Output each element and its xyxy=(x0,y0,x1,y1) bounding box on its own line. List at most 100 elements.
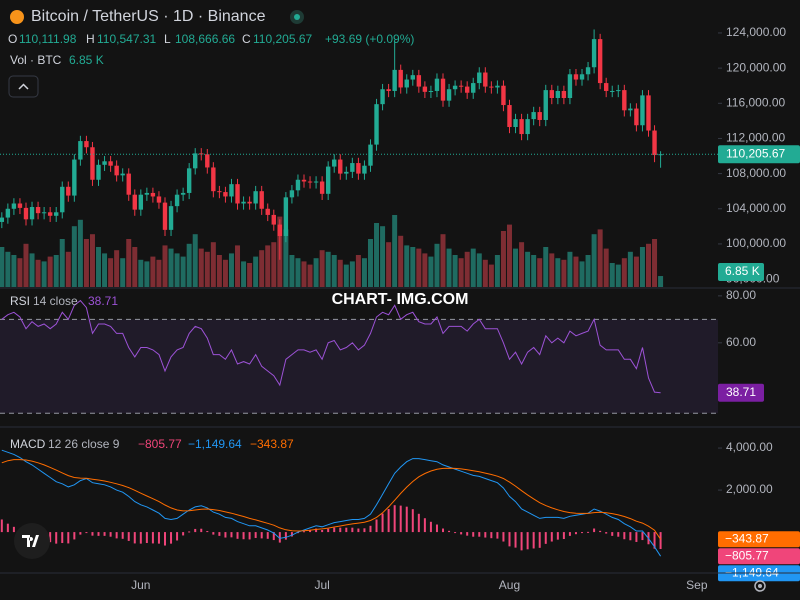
candle-body xyxy=(265,208,270,215)
candle-body xyxy=(307,181,313,183)
volume-bar xyxy=(531,255,537,287)
volume-bar xyxy=(186,243,192,287)
candle-body xyxy=(41,212,47,214)
volume-bar xyxy=(253,256,259,287)
volume-bar xyxy=(65,251,71,287)
macd-histogram-bar xyxy=(345,527,348,533)
volume-bar xyxy=(519,242,525,287)
volume-bar xyxy=(513,248,519,287)
candle-body xyxy=(96,164,101,180)
macd-histogram-bar xyxy=(587,531,590,533)
volume-tag xyxy=(718,263,764,281)
y-tick-label: 4,000.00 xyxy=(726,440,773,454)
candle-body xyxy=(217,191,222,193)
candle-body xyxy=(174,194,180,207)
volume-bar xyxy=(494,255,500,287)
y-tick-label: 108,000.00 xyxy=(726,166,786,180)
candle-body xyxy=(380,89,385,105)
y-tick-label: 104,000.00 xyxy=(726,201,786,215)
candle-body xyxy=(531,112,536,120)
volume-bar xyxy=(228,253,234,287)
ohlc-value: 110,547.31 xyxy=(97,32,156,46)
candle-body xyxy=(464,86,470,93)
macd-histogram-bar xyxy=(387,508,390,533)
volume-bar xyxy=(609,263,615,287)
macd-histogram-bar xyxy=(127,532,130,541)
candle-body xyxy=(223,192,228,197)
logo[interactable] xyxy=(14,523,50,559)
ohlc-key: H xyxy=(86,32,95,46)
macd-histogram-bar xyxy=(254,532,257,538)
macd-histogram-bar xyxy=(550,532,553,542)
macd-histogram-bar xyxy=(635,532,638,542)
volume-bar xyxy=(114,250,120,287)
volume-bar xyxy=(658,276,664,287)
candle-body xyxy=(458,85,464,87)
macd-histogram-bar xyxy=(478,532,481,537)
macd-histogram-bar xyxy=(157,532,160,544)
macd-histogram-bar xyxy=(514,532,517,548)
volume-bar xyxy=(410,247,416,287)
candle-body xyxy=(277,224,283,237)
candle-body xyxy=(422,86,428,92)
candle-body xyxy=(440,78,446,101)
volume-bar xyxy=(47,256,53,287)
macd-histogram-bar xyxy=(315,528,318,533)
volume-bar xyxy=(162,245,168,287)
candle-body xyxy=(398,69,403,88)
volume-name: Vol · BTC xyxy=(10,53,62,67)
volume-bar xyxy=(349,261,355,287)
volume-bar xyxy=(53,255,59,287)
macd-histogram-bar xyxy=(103,532,106,536)
macd-histogram-bar xyxy=(260,532,263,539)
rsi-params: 14 close xyxy=(33,294,78,308)
candle-body xyxy=(603,83,609,91)
collapse-button[interactable] xyxy=(8,75,39,98)
symbol-icon xyxy=(10,10,24,24)
candle-body xyxy=(78,141,83,160)
candle-body xyxy=(549,90,554,99)
volume-bar xyxy=(645,243,651,287)
candle-body xyxy=(186,168,192,193)
x-tick-label: Aug xyxy=(499,578,520,592)
volume-bar xyxy=(422,253,428,287)
ohlc-key: C xyxy=(242,32,251,46)
volume-bar xyxy=(29,253,35,287)
volume-bar xyxy=(5,251,11,287)
macd-histogram-bar xyxy=(6,523,9,533)
candle-body xyxy=(313,181,319,183)
macd-histogram-bar xyxy=(484,532,487,538)
candle-body xyxy=(525,119,530,135)
macd-histogram-bar xyxy=(121,532,124,539)
macd-histogram-bar xyxy=(357,528,360,533)
macd-histogram-bar xyxy=(532,532,535,549)
volume-bar xyxy=(506,224,512,287)
macd-histogram-bar xyxy=(278,532,281,543)
volume-bar xyxy=(295,258,301,287)
macd-histogram-bar xyxy=(73,532,76,540)
volume-bar xyxy=(476,253,482,287)
macd-histogram-bar xyxy=(49,532,52,543)
macd-histogram-bar xyxy=(170,532,173,544)
macd-histogram-bar xyxy=(327,528,330,533)
volume-bar xyxy=(361,258,367,287)
candle-body xyxy=(519,119,524,135)
macd-histogram-bar xyxy=(79,532,82,535)
volume-bar xyxy=(367,239,373,287)
macd-histogram-bar xyxy=(568,532,571,536)
candle-body xyxy=(17,203,23,208)
y-tick-label: 100,000.00 xyxy=(726,236,786,250)
volume-bar xyxy=(452,255,458,287)
ohlc-value: 108,666.66 xyxy=(175,32,235,46)
volume-bar xyxy=(428,256,434,287)
volume-bar xyxy=(416,248,422,287)
volume-bar xyxy=(434,243,440,287)
volume-bar xyxy=(525,251,531,287)
macd-histogram-bar xyxy=(599,530,602,533)
macd-histogram-bar xyxy=(55,532,58,544)
candle-body xyxy=(446,89,452,101)
volume-bar xyxy=(561,259,567,287)
y-tick-label: 120,000.00 xyxy=(726,60,786,74)
settings-icon[interactable] xyxy=(754,580,766,592)
volume-bar xyxy=(591,234,597,287)
